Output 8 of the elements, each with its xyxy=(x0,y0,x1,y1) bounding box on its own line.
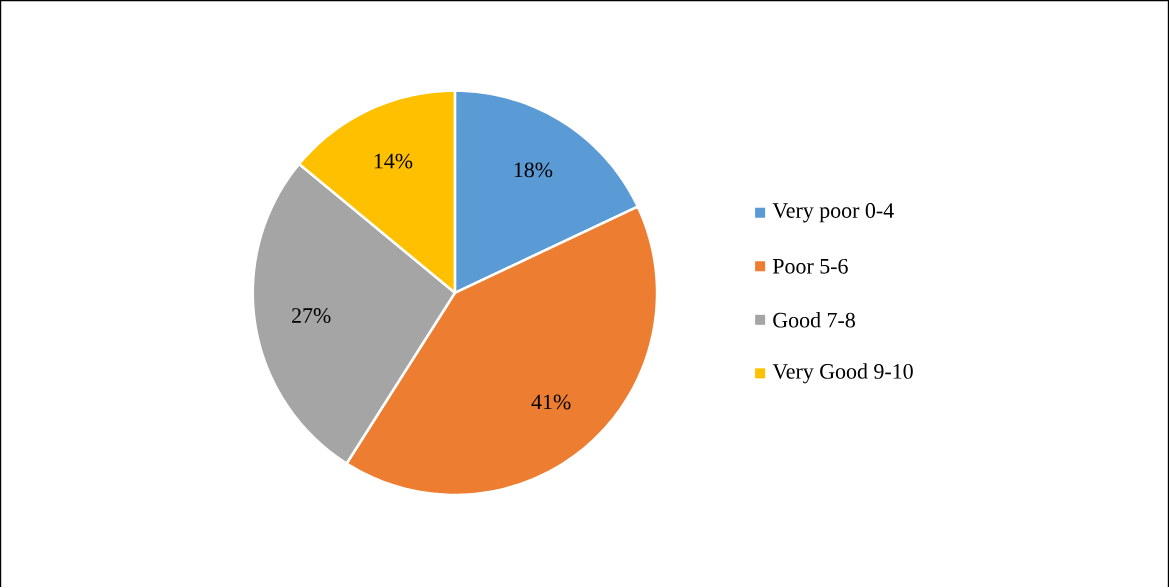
data-label: 14% xyxy=(374,153,413,169)
legend-label: Very Good 9-10 xyxy=(772,363,913,384)
legend-label: Good 7-8 xyxy=(773,312,855,328)
legend-label: Very poor 0-4 xyxy=(772,203,894,223)
data-label: 27% xyxy=(292,308,331,324)
data-label: 41% xyxy=(531,394,571,410)
legend-label: Poor 5-6 xyxy=(772,259,848,274)
data-label: 18% xyxy=(514,162,553,178)
